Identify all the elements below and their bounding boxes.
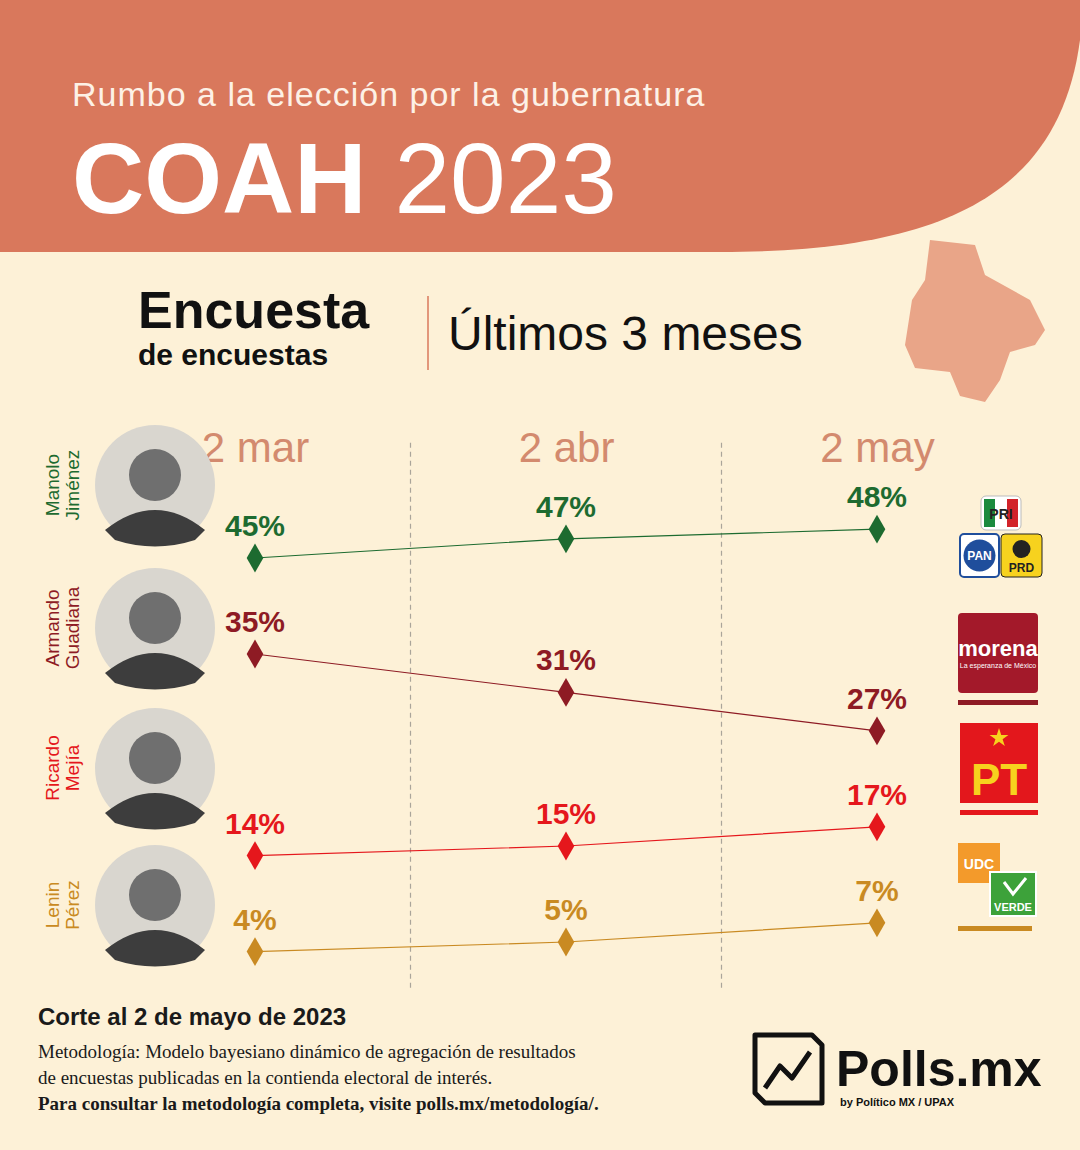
logo-text: PRD xyxy=(1009,561,1035,575)
cutoff: Corte al 2 de mayo de 2023 xyxy=(38,1003,346,1030)
photo-head xyxy=(129,869,181,921)
x-axis: 2 mar 2 abr 2 may xyxy=(202,424,935,471)
party-logo: PRI PAN PRD xyxy=(960,496,1042,577)
panel-title: Encuesta xyxy=(138,281,370,339)
logo-text: La esperanza de México xyxy=(960,662,1036,670)
panel-title-sub: de encuestas xyxy=(138,338,328,371)
logo-star xyxy=(990,728,1009,746)
photo-body xyxy=(105,793,205,830)
marker xyxy=(247,937,264,966)
methodology: Metodología: Modelo bayesiano dinámico d… xyxy=(38,1041,576,1062)
series-name: ManoloJiménez xyxy=(42,450,83,521)
series-name: ArmandoGuadiana xyxy=(42,586,83,669)
tick-label: 2 abr xyxy=(519,424,615,471)
marker xyxy=(247,640,264,669)
data-label: 5% xyxy=(544,893,587,926)
marker xyxy=(558,524,575,553)
marker xyxy=(247,544,264,573)
series-name: RicardoMejía xyxy=(42,735,83,800)
panel-subtitle: Últimos 3 meses xyxy=(448,307,803,360)
methodology-link: Para consultar la metodología completa, … xyxy=(38,1093,599,1114)
data-label: 15% xyxy=(536,797,596,830)
logo-box xyxy=(960,534,999,577)
marker xyxy=(558,678,575,707)
plot-area xyxy=(247,515,886,966)
logo-check xyxy=(1004,878,1026,894)
candidate-photo xyxy=(95,845,215,967)
logo-box xyxy=(958,613,1038,693)
logo-text: PRI xyxy=(989,506,1012,522)
data-label: 27% xyxy=(847,682,907,715)
tick: 2 mar xyxy=(202,424,309,471)
source-logo: Polls.mxby Político MX / UPAX xyxy=(755,1035,1042,1108)
logo-box xyxy=(1001,534,1042,577)
logo-text: PT xyxy=(971,755,1027,804)
photo-body xyxy=(105,653,205,690)
state-map xyxy=(905,240,1045,402)
candidate-photo xyxy=(95,568,215,690)
candidate-photo xyxy=(95,425,215,547)
logo-box xyxy=(981,496,1021,530)
photo-head xyxy=(129,732,181,784)
party-logo: UDC VERDE xyxy=(958,843,1036,931)
data-label: 31% xyxy=(536,643,596,676)
photo-head xyxy=(129,449,181,501)
data-label: 14% xyxy=(225,807,285,840)
tick: 2 may xyxy=(820,424,934,471)
data-label: 45% xyxy=(225,509,285,542)
marker xyxy=(558,832,575,861)
logo-underline xyxy=(958,926,1032,931)
source-credit: by Político MX / UPAX xyxy=(840,1096,955,1108)
photo-head xyxy=(129,592,181,644)
header-band xyxy=(0,0,1080,252)
marker xyxy=(869,812,886,841)
subtitle: Rumbo a la elección por la gubernatura xyxy=(72,75,705,113)
period-divider xyxy=(410,443,411,990)
party-logo: morenaLa esperanza de México xyxy=(958,613,1038,705)
tick: 2 abr xyxy=(519,424,615,471)
series-name: LeninPérez xyxy=(42,880,83,930)
logo-text: UDC xyxy=(964,856,994,872)
background xyxy=(0,0,1080,1150)
chart: Rumbo a la elección por la gubernatura CO… xyxy=(0,0,1080,1150)
photo-body xyxy=(105,930,205,967)
title: COAH xyxy=(72,122,366,234)
logo-text: PAN xyxy=(967,549,991,563)
marker xyxy=(869,908,886,937)
logo-text: VERDE xyxy=(994,901,1032,913)
logo-icon xyxy=(755,1035,822,1103)
logo-underline xyxy=(958,700,1038,705)
tick-label: 2 mar xyxy=(202,424,309,471)
data-labels: 45% 47% 48% 35% 31% 27% 14% 15% 17% 4% 5% 7% xyxy=(225,480,907,935)
logo-underline xyxy=(960,810,1038,815)
marker xyxy=(869,716,886,745)
data-label: 7% xyxy=(855,874,898,907)
party-logo: PT xyxy=(960,723,1038,815)
marker xyxy=(247,841,264,870)
title-year: 2023 xyxy=(394,122,616,234)
logo-circle xyxy=(964,540,996,572)
logo-icon-trend xyxy=(765,1052,810,1088)
photo-body xyxy=(105,510,205,547)
logo-box xyxy=(990,872,1036,916)
data-label: 48% xyxy=(847,480,907,513)
data-label: 47% xyxy=(536,490,596,523)
source: Polls.mx xyxy=(836,1041,1042,1097)
logo-text: morena xyxy=(958,636,1038,661)
candidate-photo xyxy=(95,708,215,830)
period-divider xyxy=(721,443,722,990)
data-label: 17% xyxy=(847,778,907,811)
data-label: 4% xyxy=(233,903,276,936)
methodology: de encuestas publicadas en la contienda … xyxy=(38,1067,492,1088)
marker xyxy=(869,515,886,544)
separator xyxy=(427,296,429,370)
data-label: 35% xyxy=(225,605,285,638)
tick-label: 2 may xyxy=(820,424,934,471)
marker xyxy=(558,928,575,957)
logo-box xyxy=(960,723,1038,803)
logo-sun xyxy=(1013,540,1031,558)
